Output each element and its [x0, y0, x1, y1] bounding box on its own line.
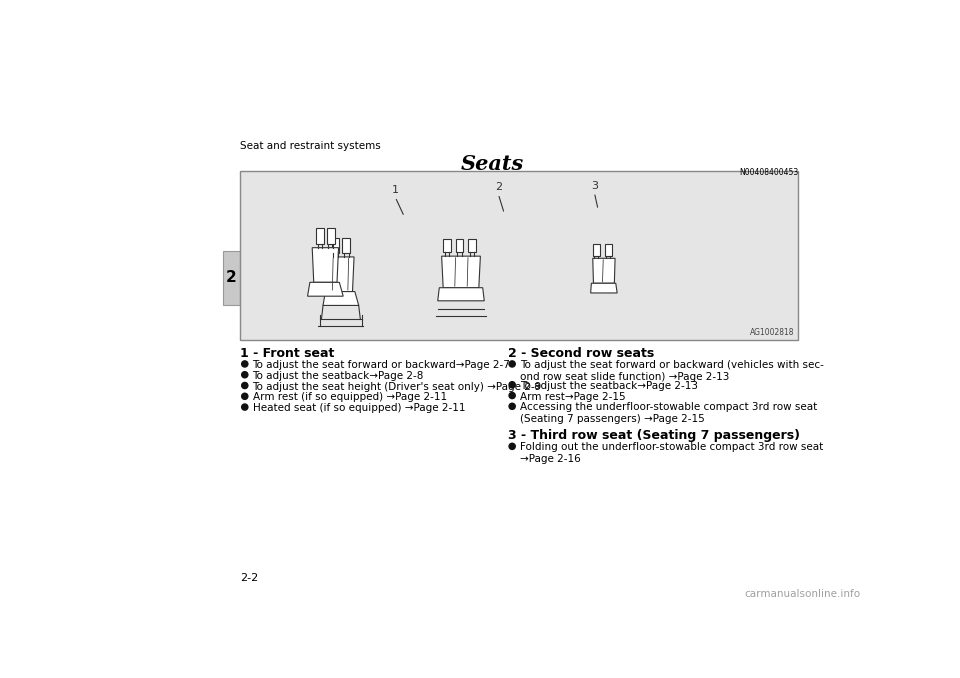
Circle shape	[242, 404, 248, 410]
Circle shape	[242, 372, 248, 378]
Bar	[240, 171, 798, 340]
Text: 2-2: 2-2	[240, 573, 258, 582]
Polygon shape	[312, 247, 339, 282]
Circle shape	[509, 393, 516, 399]
Polygon shape	[590, 283, 617, 293]
Polygon shape	[605, 245, 612, 256]
Text: To adjust the seat forward or backward (vehicles with sec-
ond row seat slide fu: To adjust the seat forward or backward (…	[520, 360, 824, 382]
Polygon shape	[468, 239, 476, 252]
Text: Heated seat (if so equipped) →Page 2-11: Heated seat (if so equipped) →Page 2-11	[252, 403, 465, 413]
Circle shape	[509, 443, 516, 450]
Text: To adjust the seatback→Page 2-13: To adjust the seatback→Page 2-13	[520, 381, 698, 391]
Circle shape	[509, 361, 516, 367]
Text: Arm rest (if so equipped) →Page 2-11: Arm rest (if so equipped) →Page 2-11	[252, 393, 446, 403]
Polygon shape	[343, 238, 350, 253]
Circle shape	[242, 361, 248, 367]
Text: Seats: Seats	[461, 154, 523, 174]
Polygon shape	[456, 239, 464, 252]
Polygon shape	[331, 238, 339, 253]
Text: Folding out the underfloor-stowable compact 3rd row seat
→Page 2-16: Folding out the underfloor-stowable comp…	[520, 443, 823, 464]
Text: To adjust the seat forward or backward→Page 2-7: To adjust the seat forward or backward→P…	[252, 360, 511, 370]
Text: 3 - Third row seat (Seating 7 passengers): 3 - Third row seat (Seating 7 passengers…	[508, 429, 800, 443]
Text: Accessing the underfloor-stowable compact 3rd row seat
(Seating 7 passengers) →P: Accessing the underfloor-stowable compac…	[520, 403, 817, 424]
Text: Arm rest→Page 2-15: Arm rest→Page 2-15	[520, 392, 626, 401]
Text: 1 - Front seat: 1 - Front seat	[240, 347, 334, 360]
Polygon shape	[444, 239, 451, 252]
Text: To adjust the seatback→Page 2-8: To adjust the seatback→Page 2-8	[252, 371, 424, 381]
Text: carmanualsonline.info: carmanualsonline.info	[744, 589, 860, 599]
Circle shape	[509, 382, 516, 388]
Text: 2: 2	[227, 271, 237, 285]
Polygon shape	[327, 228, 335, 244]
Text: Seat and restraint systems: Seat and restraint systems	[240, 142, 381, 151]
Circle shape	[509, 403, 516, 410]
Bar	[223, 251, 240, 304]
Text: To adjust the seat height (Driver's seat only) →Page 2-9: To adjust the seat height (Driver's seat…	[252, 382, 541, 392]
Circle shape	[242, 393, 248, 399]
Polygon shape	[442, 256, 480, 287]
Text: N00408400453: N00408400453	[739, 167, 798, 176]
Polygon shape	[592, 258, 615, 283]
Text: AG1002818: AG1002818	[750, 328, 794, 337]
Polygon shape	[307, 282, 344, 296]
Polygon shape	[327, 257, 354, 292]
Polygon shape	[316, 228, 324, 244]
Circle shape	[242, 382, 248, 388]
Polygon shape	[324, 292, 359, 305]
Polygon shape	[592, 245, 600, 256]
Text: 3: 3	[590, 181, 598, 191]
Text: 1: 1	[392, 185, 398, 195]
Text: 2 - Second row seats: 2 - Second row seats	[508, 347, 654, 360]
Polygon shape	[438, 287, 484, 301]
Text: 2: 2	[494, 182, 502, 193]
